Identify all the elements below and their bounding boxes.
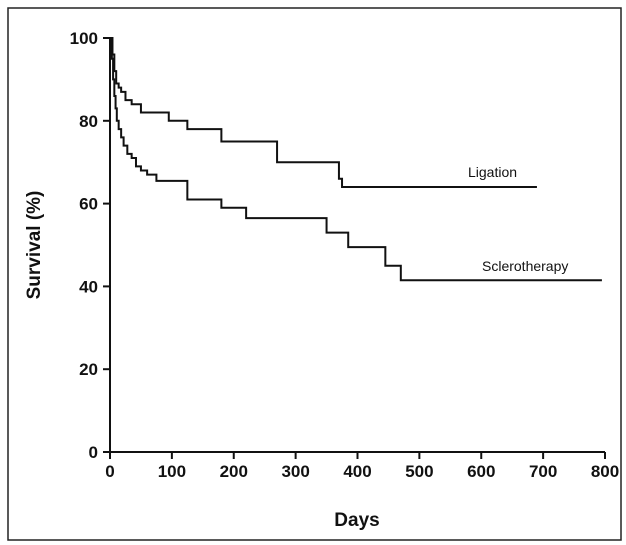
x-tick-label: 200 (220, 462, 248, 481)
ligation-series-label: Ligation (468, 164, 517, 180)
sclerotherapy-series-label: Sclerotherapy (482, 258, 568, 274)
tick-marks: 0 100 200 300 400 500 600 700 800 0 20 40 60 80 100 (70, 29, 620, 481)
y-tick-label: 20 (79, 360, 98, 379)
x-tick-label: 700 (529, 462, 557, 481)
chart-border (7, 7, 622, 541)
x-tick-label: 0 (105, 462, 114, 481)
y-tick-label: 100 (70, 29, 98, 48)
y-tick-label: 60 (79, 195, 98, 214)
x-tick-label: 400 (343, 462, 371, 481)
sclerotherapy-survival-curve (110, 37, 602, 282)
y-tick-label: 0 (89, 443, 98, 462)
x-tick-label: 500 (405, 462, 433, 481)
ligation-survival-curve (110, 37, 537, 189)
x-axis-title: Days (334, 510, 379, 531)
y-tick-label: 80 (79, 112, 98, 131)
x-tick-label: 300 (281, 462, 309, 481)
x-tick-label: 100 (158, 462, 186, 481)
x-tick-label: 600 (467, 462, 495, 481)
plot-area (110, 37, 602, 282)
y-axis-title: Survival (%) (24, 191, 45, 300)
y-tick-label: 40 (79, 277, 98, 296)
x-tick-label: 800 (591, 462, 619, 481)
